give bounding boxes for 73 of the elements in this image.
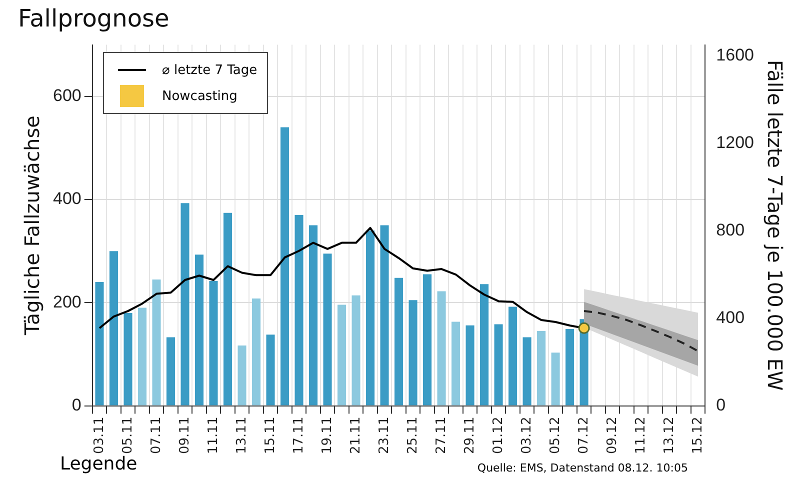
x-tick-label: 21.11 (348, 416, 364, 454)
bar (466, 325, 474, 406)
source-note: Quelle: EMS, Datenstand 08.12. 10:05 (477, 461, 688, 474)
bar (494, 324, 503, 406)
bar (508, 306, 518, 406)
y2-tick-label: 1600 (716, 45, 754, 64)
bar (566, 328, 574, 406)
x-tick-label: 25.11 (405, 416, 420, 454)
bar (323, 254, 332, 406)
x-tick-label: 01.12 (490, 416, 506, 454)
y-tick-label: 200 (52, 292, 82, 312)
x-tick-label: 15.11 (262, 416, 278, 454)
bar (209, 280, 218, 406)
bar (480, 284, 489, 406)
x-tick-label: 07.12 (576, 416, 592, 454)
text: Legende (60, 454, 138, 475)
bar (352, 295, 360, 406)
x-tick-label: 09.12 (604, 416, 620, 454)
legend-label: Nowcasting (162, 88, 238, 104)
y-axis-title: Tägliche Fallzuwächse (20, 116, 44, 336)
line-series (583, 310, 700, 352)
bar (280, 127, 290, 406)
bar (180, 203, 190, 406)
bar (366, 230, 375, 406)
x-tick-label: 17.11 (291, 416, 306, 454)
bar (551, 352, 560, 406)
y2-tick-label: 400 (716, 308, 745, 327)
y2-tick-label: 800 (716, 220, 745, 240)
bar (238, 345, 246, 406)
x-tick-label: 11.12 (633, 416, 648, 454)
bar (223, 212, 232, 406)
bar (380, 225, 389, 406)
x-tick-label: 29.11 (462, 416, 478, 454)
bar (337, 304, 346, 406)
x-tick-label: 13.11 (234, 416, 250, 454)
x-tick-label: 11.11 (206, 416, 221, 454)
y2-axis-title: Fälle letzte 7-Tage je 100.000 EW (762, 60, 787, 391)
x-tick-label: 05.11 (120, 416, 136, 454)
x-tick-label: 03.11 (92, 416, 107, 454)
x-tick-label: 27.11 (434, 416, 449, 454)
bar (166, 337, 176, 406)
y2-tick-label: 0 (716, 395, 726, 414)
y-tick-label: 400 (52, 189, 82, 208)
y-tick-label: 600 (52, 86, 82, 106)
chart-title: Fallprognose (18, 4, 170, 33)
x-tick-label: 23.11 (376, 416, 392, 454)
x-tick-label: 05.12 (548, 416, 563, 454)
bar (152, 279, 161, 406)
bar (522, 337, 532, 406)
x-tick-label: 09.11 (177, 416, 192, 454)
x-tick-label: 07.11 (148, 416, 164, 454)
legend-label: ⌀ letzte 7 Tage (162, 62, 258, 78)
bar (95, 282, 104, 406)
y-tick-label: 0 (72, 395, 82, 414)
x-tick-label: 19.11 (320, 416, 335, 454)
x-tick-label: 15.12 (690, 416, 706, 454)
bar (252, 298, 261, 406)
y2-tick-label: 1200 (716, 132, 754, 152)
bar (109, 251, 118, 406)
bar (294, 214, 304, 406)
bar (437, 291, 446, 406)
bar (266, 334, 275, 406)
bar (394, 278, 404, 406)
bar (124, 312, 132, 406)
bar (138, 308, 147, 406)
bar (408, 300, 418, 406)
bar (194, 254, 204, 406)
bar (308, 225, 318, 406)
x-tick-label: 13.12 (662, 416, 677, 454)
bar (537, 331, 546, 406)
bar (452, 322, 460, 406)
bar (423, 274, 432, 406)
x-tick-label: 03.12 (519, 416, 534, 454)
